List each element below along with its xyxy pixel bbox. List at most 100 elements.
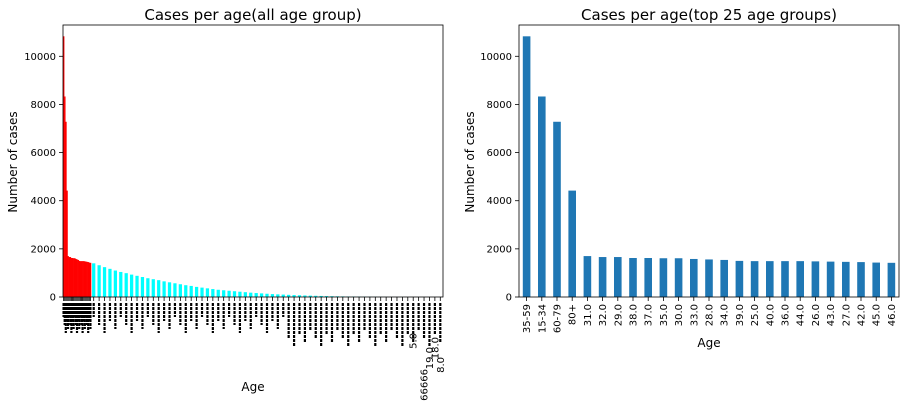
right-xtick-label: 31.0 [583,304,594,326]
left-ytick-label: 8000 [31,100,56,111]
left-bar [324,296,329,297]
left-bar [303,295,307,297]
right-bar [659,258,668,297]
left-bar [83,261,85,297]
right-bar [826,261,835,297]
left-bar [97,265,101,297]
left-xtick-label: 5.0 [409,333,420,349]
right-xtick-label: 39.0 [735,304,746,326]
left-bar [222,290,226,297]
left-plot-frame [62,24,444,298]
left-bar [67,256,69,297]
right-xtick-label: 15-34 [537,304,548,333]
right-xtick-label: 35.0 [659,304,670,326]
left-ytick-label: 2000 [31,244,56,255]
left-bar [281,294,285,297]
right-xtick-label: 80+ [568,304,579,325]
left-bar [297,295,302,297]
left-bar [102,267,107,297]
right-ytick-label: 6000 [487,148,512,159]
right-bar [614,257,622,297]
left-bar [173,283,177,297]
left-bar [64,96,66,297]
left-xtick-label: 19.0 [425,347,436,369]
left-xtick-label: 0.666666 [420,369,431,401]
left-bar [71,258,74,297]
left-bar [70,258,73,297]
left-bar [80,261,83,297]
left-bar [254,293,258,297]
left-bar [68,257,71,297]
right-plot-frame [518,24,900,298]
left-bar [276,294,280,297]
left-bar [308,295,312,297]
right-bar [720,259,728,297]
left-bar [227,290,231,297]
left-bar [86,261,88,297]
right-bar [857,262,865,297]
right-bar [796,261,804,297]
left-bar [200,287,204,297]
left-bar [78,260,81,297]
left-ytick-label: 6000 [31,148,56,159]
right-xtick-label: 38.0 [629,304,640,326]
right-xtick-label: 26.0 [811,304,822,326]
right-xtick-label: 27.0 [841,304,852,326]
right-bar [522,36,531,298]
right-bar [735,260,744,297]
left-bar [75,258,77,297]
right-xtick-label: 29.0 [613,304,624,326]
right-ytick-label: 2000 [487,244,512,255]
left-bar [89,262,92,297]
right-bar [766,261,774,297]
right-xtick-label: 33.0 [689,304,700,326]
right-bar [553,121,561,297]
right-xtick-label: 42.0 [857,304,868,326]
left-bar [287,294,291,297]
right-bar [538,96,546,297]
right-ytick-label: 8000 [487,100,512,111]
left-bar [189,285,193,297]
left-bar [124,273,128,297]
left-bar [63,36,65,298]
left-bar [88,262,91,297]
right-xtick-label: 46.0 [887,304,898,326]
right-bar [568,190,576,297]
right-bar [583,256,592,297]
left-bar [194,286,199,297]
left-bar [140,277,145,297]
left-xtick-label: 18.0 [430,337,441,359]
left-bar [178,284,182,297]
right-xtick-label: 32.0 [598,304,609,326]
left-xtick-label: 8.0 [436,357,447,373]
left-bar [113,270,117,297]
left-bar [232,291,237,297]
right-chart: Cases per age(top 25 age groups) Number … [463,6,900,350]
left-bar [292,295,296,297]
right-xtick-label: 60-79 [553,304,564,333]
right-bar [674,258,683,297]
left-bar [85,261,87,297]
right-xtick-label: 30.0 [674,304,685,326]
left-ytick-label: 0 [50,293,56,304]
right-xtick-label: 40.0 [765,304,776,326]
left-bar [74,258,76,297]
left-ytick-label: 4000 [31,196,56,207]
left-chart-xlabel: Age [241,380,264,394]
left-bar [82,261,84,297]
left-bar [69,257,72,297]
left-bar [108,268,112,297]
right-bar [690,258,698,297]
left-bar [119,271,123,297]
left-bar [211,289,215,297]
left-bar [319,295,323,297]
right-xtick-label: 45.0 [872,304,883,326]
left-bar [87,262,90,297]
right-chart-xlabel: Age [697,336,720,350]
right-ytick-label: 4000 [487,196,512,207]
left-bar [259,293,264,297]
left-bar [151,279,155,297]
right-xtick-label: 43.0 [826,304,837,326]
right-xtick-label: 28.0 [705,304,716,326]
